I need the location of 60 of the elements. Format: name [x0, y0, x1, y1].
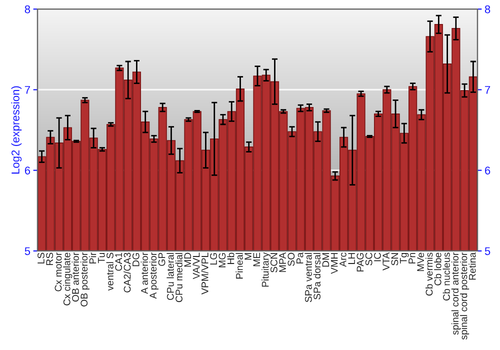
x-tick-label: Pn [408, 252, 416, 264]
x-tick-label: MVe [417, 252, 424, 271]
y2-tick-label: 8 [484, 5, 490, 14]
x-tick-label: Pir [89, 252, 96, 264]
x-tick-label: VTA [382, 252, 390, 270]
x-tick-label: OB posterior [80, 252, 90, 306]
y-tick-label: 5 [24, 247, 30, 256]
x-tick-label: PAG [356, 253, 364, 272]
y2-tick-label: 7 [485, 86, 490, 94]
x-tick-label: Arc [340, 252, 346, 267]
y2-tick-label: 6 [485, 166, 490, 174]
x-tick-label: spinal cord anterior [451, 252, 460, 335]
x-tick-label: DM [322, 253, 330, 267]
x-tick-label: Hb [227, 252, 234, 264]
x-tick-label: Pituitary [262, 252, 271, 287]
x-tick-label: spinal cord posterior [460, 252, 470, 340]
x-tick-label: SC [365, 252, 372, 266]
x-tick-label: MPA [279, 252, 286, 272]
x-tick-label: SN [391, 253, 398, 266]
x-tick-label: Pineal [236, 252, 243, 279]
x-tick-label: SCN [270, 253, 278, 272]
x-tick-label: SPa ventral [304, 252, 312, 302]
x-tick-label: CPu lateral [166, 252, 174, 300]
x-tick-label: A anterior [140, 252, 148, 294]
x-tick-label: RS [46, 252, 54, 266]
x-tick-label: Tu [98, 252, 105, 264]
y-tick-label: 6 [24, 166, 30, 174]
x-tick-label: MD [184, 252, 191, 267]
y-axis-title: Log2 (expression) [11, 86, 22, 174]
y2-tick-label: 5 [484, 247, 490, 256]
x-tick-label: Cx motor [54, 252, 62, 292]
x-tick-label: VMH [330, 253, 338, 274]
x-tick-label: Cb vermis [426, 252, 433, 296]
x-tick-label: Pa [296, 252, 304, 264]
x-tick-label: GP [158, 252, 166, 266]
x-tick-label: A posterior [149, 252, 158, 299]
x-tick-label: Cb lobe [434, 252, 442, 286]
x-tick-label: CPu medial [175, 252, 182, 302]
x-tick-label: VA/VL [192, 252, 200, 280]
x-tick-label: ventral S [106, 252, 114, 291]
y-tick-label: 7 [24, 86, 30, 94]
y-tick-label: 8 [24, 5, 30, 14]
x-tick-label: IC [374, 252, 381, 262]
x-tick-label: VPM/VPL [201, 252, 208, 294]
x-tick-label: MG [218, 253, 226, 268]
x-tick-label: LS [38, 252, 44, 264]
x-tick-label: Tg [400, 252, 409, 264]
x-tick-label: Cb nucleus [442, 252, 450, 300]
x-tick-label: Retina [468, 252, 476, 280]
x-tick-label: M [244, 253, 252, 260]
x-tick-label: DG [132, 253, 140, 266]
x-tick-label: CA2/CA3 [124, 252, 131, 292]
x-tick-label: OB anterior [72, 252, 79, 302]
x-tick-label: LH [348, 253, 355, 264]
x-tick-label: SPa dorsal [313, 252, 320, 300]
x-tick-label: LG [210, 253, 217, 265]
x-tick-label: SO [288, 252, 295, 266]
x-tick-label: CA1 [115, 252, 122, 271]
x-tick-label: Cx cingulate [63, 252, 72, 306]
x-tick-label: ME [253, 252, 260, 266]
